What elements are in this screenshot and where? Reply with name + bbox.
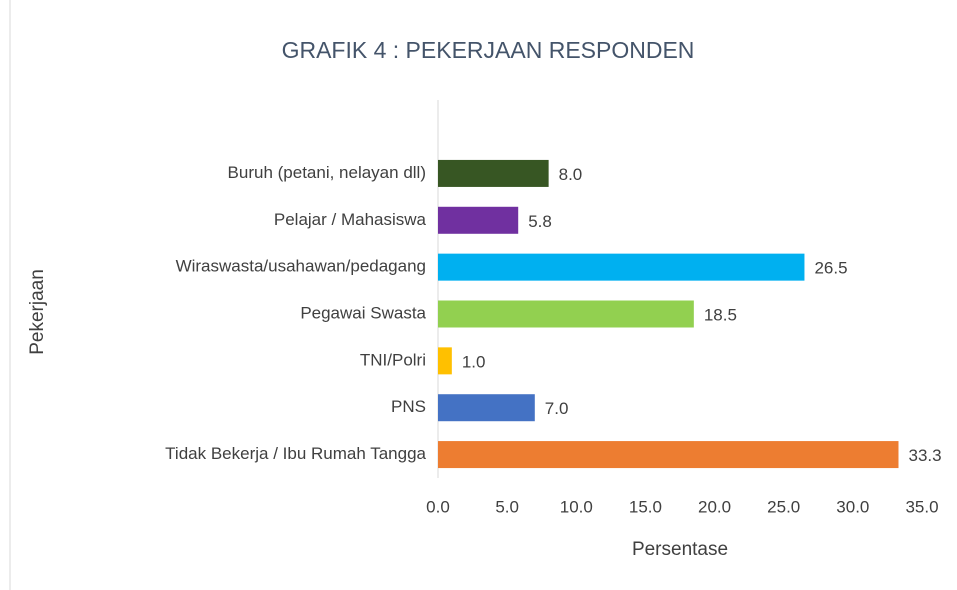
- y-tick-label: Buruh (petani, nelayan dll): [228, 163, 426, 182]
- bar: [438, 300, 694, 328]
- bar: [438, 441, 899, 469]
- value-label: 5.8: [528, 212, 552, 231]
- bar: [438, 159, 549, 187]
- y-tick-label: Wiraswasta/usahawan/pedagang: [176, 257, 426, 276]
- y-tick-label: Tidak Bekerja / Ibu Rumah Tangga: [165, 444, 426, 463]
- bar: [438, 253, 805, 281]
- value-label: 26.5: [814, 259, 847, 278]
- x-tick-label: 5.0: [495, 497, 519, 516]
- chart-title: GRAFIK 4 : PEKERJAAN RESPONDEN: [282, 37, 695, 63]
- y-tick-label: PNS: [391, 397, 426, 416]
- x-tick-label: 0.0: [426, 497, 450, 516]
- value-label: 7.0: [545, 399, 569, 418]
- x-tick-label: 35.0: [905, 497, 938, 516]
- x-tick-label: 25.0: [767, 497, 800, 516]
- chart-border: [9, 0, 11, 590]
- value-label: 8.0: [559, 165, 583, 184]
- value-label: 18.5: [704, 305, 737, 324]
- bar: [438, 206, 519, 234]
- y-axis-title: Pekerjaan: [27, 269, 48, 355]
- y-tick-label: TNI/Polri: [360, 350, 426, 369]
- y-tick-label: Pegawai Swasta: [300, 303, 426, 322]
- value-label: 33.3: [908, 446, 941, 465]
- x-tick-label: 15.0: [629, 497, 662, 516]
- x-tick-label: 20.0: [698, 497, 731, 516]
- x-axis-title: Persentase: [632, 539, 728, 560]
- bar: [438, 347, 452, 375]
- value-label: 1.0: [462, 352, 486, 371]
- bar: [438, 394, 535, 422]
- x-tick-label: 30.0: [836, 497, 869, 516]
- y-tick-label: Pelajar / Mahasiswa: [274, 210, 427, 229]
- x-tick-label: 10.0: [560, 497, 593, 516]
